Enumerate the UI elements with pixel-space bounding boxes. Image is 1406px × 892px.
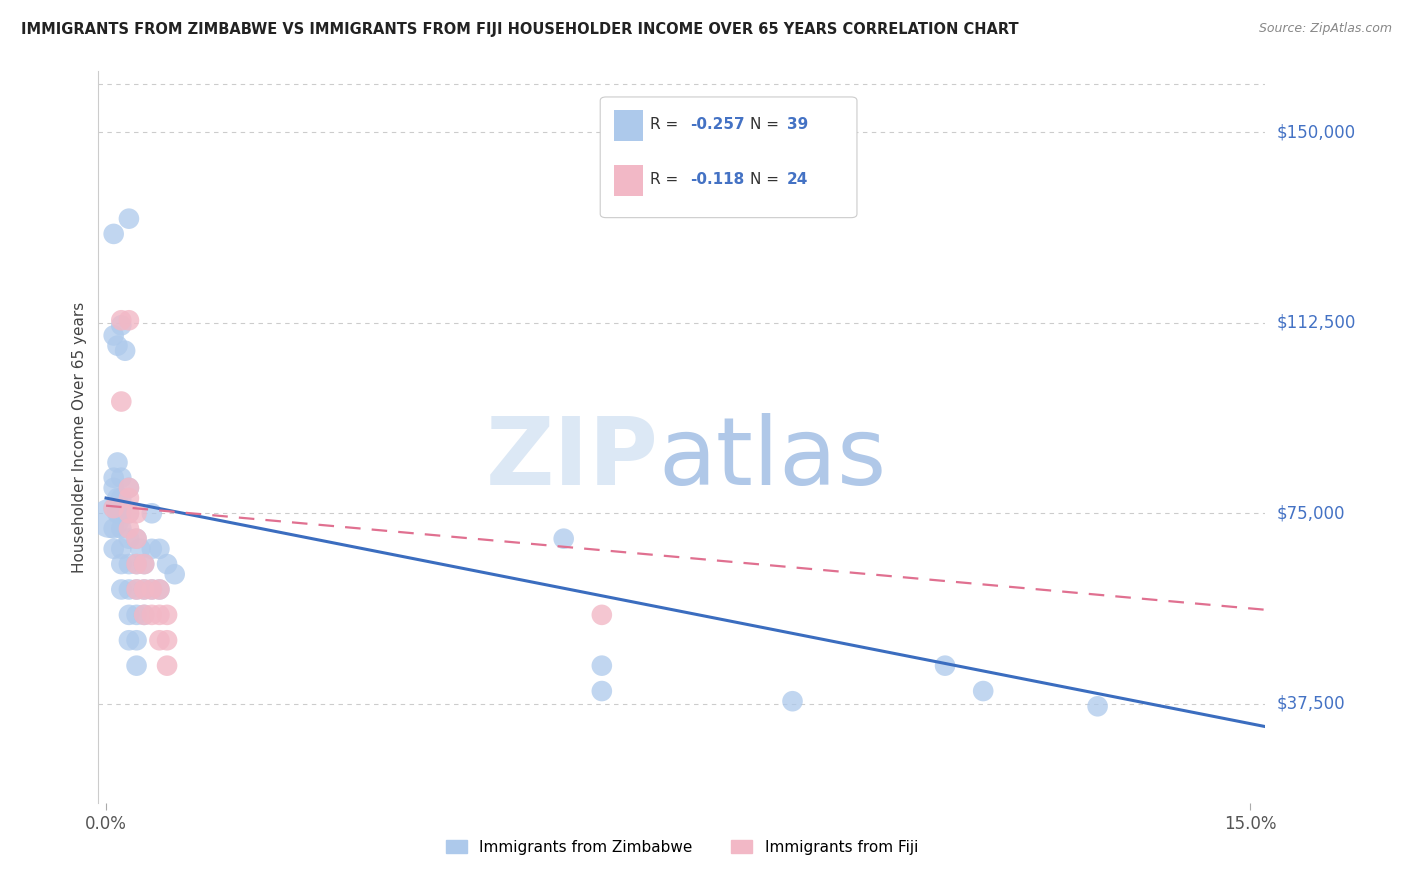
Text: $112,500: $112,500 xyxy=(1277,314,1355,332)
Point xyxy=(134,607,156,622)
Point xyxy=(591,607,613,622)
Point xyxy=(114,343,136,358)
Point xyxy=(110,313,132,327)
Point xyxy=(118,582,141,597)
Point xyxy=(107,506,129,520)
Text: IMMIGRANTS FROM ZIMBABWE VS IMMIGRANTS FROM FIJI HOUSEHOLDER INCOME OVER 65 YEAR: IMMIGRANTS FROM ZIMBABWE VS IMMIGRANTS F… xyxy=(21,22,1019,37)
Point xyxy=(141,506,163,520)
Point xyxy=(129,541,152,556)
Point xyxy=(148,541,170,556)
Text: R =: R = xyxy=(651,172,683,187)
Point xyxy=(118,481,141,495)
Point xyxy=(118,557,141,571)
Point xyxy=(156,633,179,648)
Point xyxy=(125,582,148,597)
Point xyxy=(972,684,994,698)
Point xyxy=(141,582,163,597)
Point xyxy=(118,313,141,327)
Point xyxy=(110,394,132,409)
Text: $37,500: $37,500 xyxy=(1277,695,1346,713)
Point xyxy=(148,607,170,622)
Text: $75,000: $75,000 xyxy=(1277,504,1346,523)
Point xyxy=(141,582,163,597)
Point xyxy=(125,506,148,520)
Point xyxy=(103,521,125,535)
Legend: Immigrants from Zimbabwe, Immigrants from Fiji: Immigrants from Zimbabwe, Immigrants fro… xyxy=(440,834,924,861)
Text: 39: 39 xyxy=(787,117,808,132)
Point xyxy=(110,521,132,535)
Point xyxy=(782,694,804,708)
Point xyxy=(118,633,141,648)
Point xyxy=(125,532,148,546)
Point xyxy=(156,658,179,673)
Point xyxy=(134,557,156,571)
Point xyxy=(148,582,170,597)
Point xyxy=(110,541,132,556)
Point xyxy=(103,227,125,241)
Text: atlas: atlas xyxy=(658,413,887,505)
Y-axis label: Householder Income Over 65 years: Householder Income Over 65 years xyxy=(72,301,87,573)
Point xyxy=(156,557,179,571)
FancyBboxPatch shape xyxy=(614,165,644,195)
Text: Source: ZipAtlas.com: Source: ZipAtlas.com xyxy=(1258,22,1392,36)
FancyBboxPatch shape xyxy=(614,110,644,141)
Text: ZIP: ZIP xyxy=(485,413,658,505)
Point xyxy=(591,684,613,698)
Point xyxy=(591,658,613,673)
FancyBboxPatch shape xyxy=(600,97,858,218)
Text: $150,000: $150,000 xyxy=(1277,123,1355,141)
Point xyxy=(134,582,156,597)
Text: -0.257: -0.257 xyxy=(690,117,745,132)
Point xyxy=(934,658,956,673)
Point xyxy=(103,501,125,516)
Point xyxy=(118,607,141,622)
Point xyxy=(125,557,148,571)
Point xyxy=(103,541,125,556)
Text: -0.118: -0.118 xyxy=(690,172,744,187)
Point xyxy=(163,567,186,582)
Point xyxy=(103,501,125,516)
Text: 24: 24 xyxy=(787,172,808,187)
Text: N =: N = xyxy=(749,172,783,187)
Point xyxy=(1087,699,1109,714)
Point xyxy=(110,318,132,333)
Point xyxy=(156,607,179,622)
Point xyxy=(125,557,148,571)
Point xyxy=(110,471,132,485)
Point xyxy=(103,328,125,343)
Point xyxy=(118,532,141,546)
Point xyxy=(118,481,141,495)
Point xyxy=(103,471,125,485)
Point xyxy=(148,582,170,597)
Point xyxy=(141,607,163,622)
Text: R =: R = xyxy=(651,117,683,132)
Point xyxy=(118,491,141,505)
Point xyxy=(110,506,132,520)
Point xyxy=(125,582,148,597)
Text: N =: N = xyxy=(749,117,783,132)
Point xyxy=(118,521,141,535)
Point xyxy=(107,338,129,352)
Point xyxy=(98,511,121,525)
Point xyxy=(148,633,170,648)
Point xyxy=(134,582,156,597)
Point xyxy=(107,455,129,469)
Point xyxy=(103,481,125,495)
Point xyxy=(141,541,163,556)
Point xyxy=(118,506,141,520)
Point xyxy=(134,557,156,571)
Point xyxy=(118,211,141,226)
Point xyxy=(125,633,148,648)
Point xyxy=(110,491,132,505)
Point xyxy=(553,532,575,546)
Point xyxy=(118,506,141,520)
Point xyxy=(134,607,156,622)
Point xyxy=(125,658,148,673)
Point xyxy=(125,607,148,622)
Point xyxy=(110,557,132,571)
Point xyxy=(125,532,148,546)
Point xyxy=(107,491,129,505)
Point xyxy=(110,582,132,597)
